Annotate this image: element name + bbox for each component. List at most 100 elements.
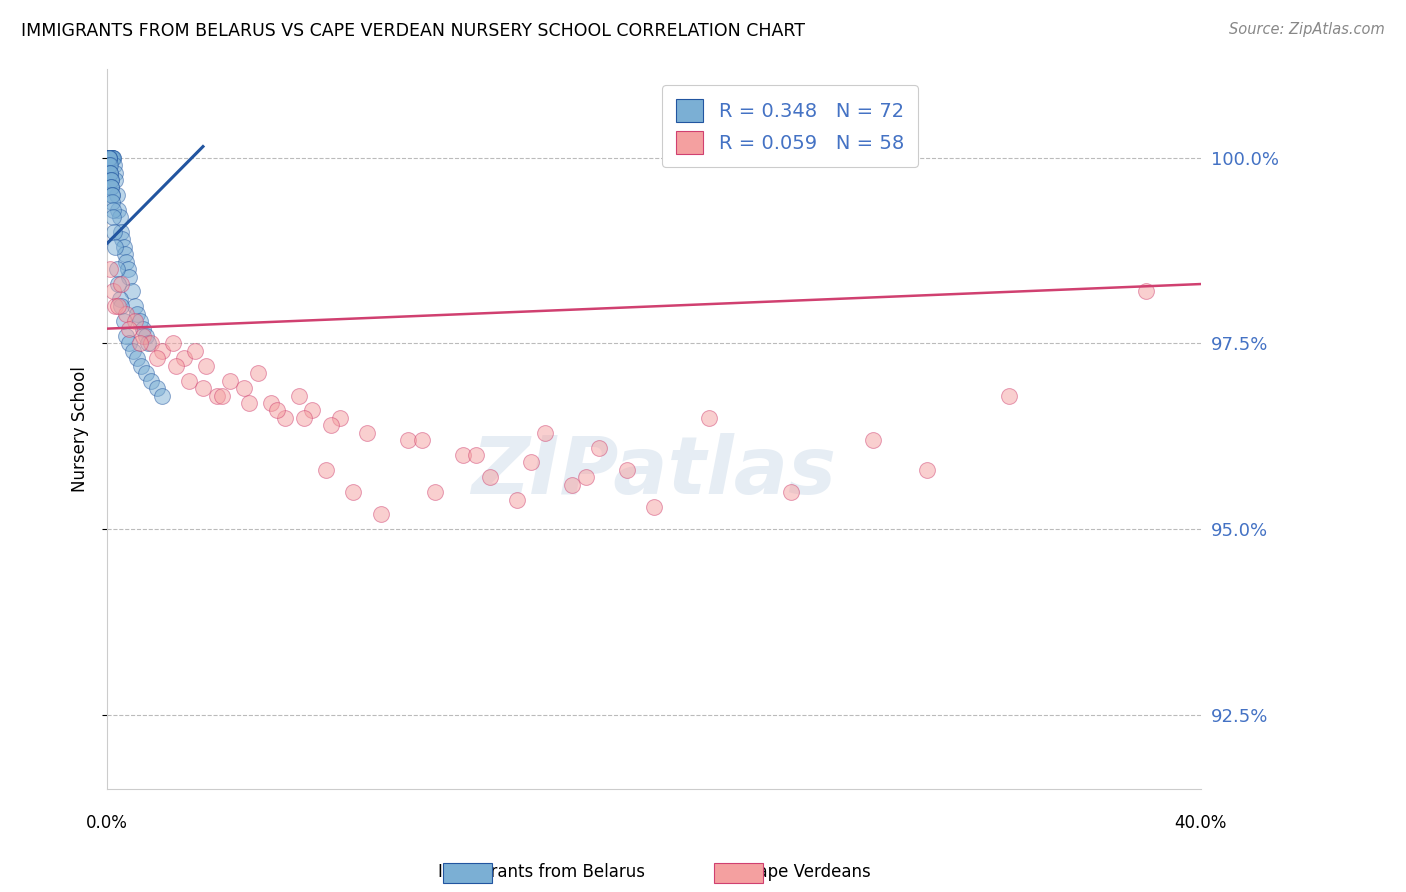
Point — [97, 151, 120, 165]
Point — [107, 299, 129, 313]
Point — [425, 485, 447, 500]
Point — [179, 374, 201, 388]
Point — [1135, 285, 1157, 299]
Point — [98, 151, 121, 165]
Point — [998, 388, 1021, 402]
Point — [246, 366, 269, 380]
Point — [101, 151, 124, 165]
Point — [98, 262, 121, 277]
Point — [103, 225, 125, 239]
Point — [165, 359, 187, 373]
Point — [124, 299, 146, 313]
Point — [274, 410, 297, 425]
Point — [107, 202, 129, 217]
Point — [411, 433, 433, 447]
Point — [917, 463, 939, 477]
Point — [124, 314, 146, 328]
Point — [98, 151, 121, 165]
Point — [150, 388, 173, 402]
Point — [132, 321, 155, 335]
Point — [575, 470, 598, 484]
Point — [98, 165, 121, 179]
Point — [98, 165, 121, 179]
Point — [533, 425, 555, 440]
Point — [97, 151, 120, 165]
Point — [97, 151, 120, 165]
Point — [132, 329, 155, 343]
Point — [100, 173, 122, 187]
Point — [98, 151, 121, 165]
Point — [97, 151, 120, 165]
Point — [100, 151, 122, 165]
Point — [105, 262, 128, 277]
Point — [145, 381, 167, 395]
Text: IMMIGRANTS FROM BELARUS VS CAPE VERDEAN NURSERY SCHOOL CORRELATION CHART: IMMIGRANTS FROM BELARUS VS CAPE VERDEAN … — [21, 22, 806, 40]
Point — [506, 492, 529, 507]
Point — [110, 277, 132, 291]
Point — [115, 307, 138, 321]
Point — [173, 351, 195, 366]
Point — [110, 225, 132, 239]
Point — [131, 359, 153, 373]
Point — [103, 151, 125, 165]
Point — [588, 441, 610, 455]
Point — [356, 425, 378, 440]
Point — [103, 210, 125, 224]
Point — [127, 351, 149, 366]
Point — [115, 254, 138, 268]
Point — [520, 455, 543, 469]
Point — [233, 381, 256, 395]
Point — [139, 374, 162, 388]
Point — [100, 180, 122, 194]
Point — [97, 154, 120, 169]
Point — [100, 151, 122, 165]
Legend: R = 0.348   N = 72, R = 0.059   N = 58: R = 0.348 N = 72, R = 0.059 N = 58 — [662, 86, 918, 168]
Point — [396, 433, 419, 447]
Point — [145, 351, 167, 366]
Point — [105, 187, 128, 202]
Point — [114, 247, 136, 261]
Point — [643, 500, 665, 514]
Point — [162, 336, 184, 351]
Point — [150, 343, 173, 358]
Point — [101, 187, 124, 202]
Point — [118, 321, 141, 335]
Point — [97, 151, 120, 165]
Point — [697, 410, 720, 425]
Text: 40.0%: 40.0% — [1174, 814, 1227, 832]
Point — [205, 388, 228, 402]
Point — [107, 277, 129, 291]
Point — [260, 396, 283, 410]
Point — [104, 240, 127, 254]
Point — [135, 366, 157, 380]
Point — [292, 410, 315, 425]
Text: ZIPatlas: ZIPatlas — [471, 434, 837, 511]
Point — [479, 470, 502, 484]
Point — [135, 329, 157, 343]
Point — [98, 158, 121, 172]
Point — [266, 403, 288, 417]
Point — [301, 403, 323, 417]
Point — [118, 269, 141, 284]
Point — [98, 151, 121, 165]
Point — [191, 381, 214, 395]
Point — [101, 202, 124, 217]
Point — [287, 388, 309, 402]
Point — [104, 165, 127, 179]
Point — [129, 336, 152, 351]
Point — [238, 396, 260, 410]
Point — [184, 343, 207, 358]
Point — [118, 336, 141, 351]
Point — [103, 158, 125, 172]
Point — [211, 388, 233, 402]
Text: 0.0%: 0.0% — [86, 814, 128, 832]
Point — [315, 463, 337, 477]
Point — [465, 448, 488, 462]
Point — [98, 158, 121, 172]
Point — [101, 195, 124, 210]
Point — [100, 180, 122, 194]
Point — [136, 336, 159, 351]
Point — [370, 508, 392, 522]
Point — [115, 329, 138, 343]
Point — [561, 477, 583, 491]
